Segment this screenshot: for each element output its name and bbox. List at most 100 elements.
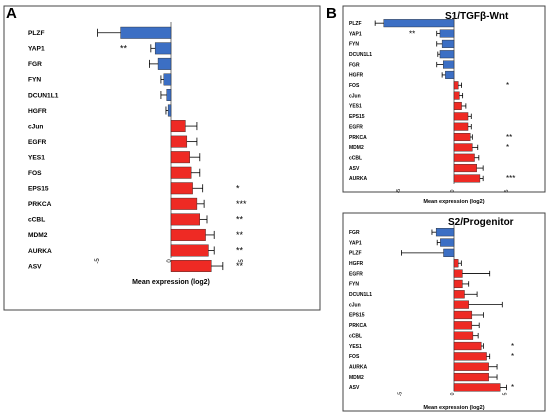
- chart2-bar: [453, 133, 471, 142]
- chart3-x-tick-label: 5: [503, 392, 509, 395]
- chart2-category-label: PLZF: [349, 21, 362, 27]
- chart3-category-label: YES1: [349, 344, 362, 350]
- chart2-category-label: YAP1: [349, 31, 362, 37]
- chart1-bar: [170, 151, 190, 164]
- chart2-x-tick-label: 0: [450, 189, 456, 192]
- chart1-bar: [120, 26, 172, 39]
- chart2-x-tick-label: 5: [504, 189, 510, 192]
- chart1-category-label: EPS15: [28, 186, 49, 193]
- chart2-bar: [453, 91, 460, 100]
- chart1-category-label: PRKCA: [28, 201, 52, 208]
- chart2-significance: ***: [506, 174, 515, 183]
- chart3-x-tick-label: -5: [398, 392, 404, 397]
- chart2-category-label: FGR: [349, 62, 360, 68]
- chart3-bar: [453, 290, 465, 299]
- chart2-category-label: ASV: [349, 166, 360, 172]
- chart3-category-label: YAP1: [349, 240, 362, 246]
- chart1-bar: [170, 260, 212, 272]
- chart1-category-label: PLZF: [28, 30, 44, 37]
- chart3-bar: [453, 383, 501, 392]
- chart3-significance: *: [511, 352, 514, 361]
- chart1-bar: [170, 135, 188, 148]
- chart2-bar: [453, 101, 462, 110]
- chart3-frame: [342, 212, 546, 412]
- chart2-bar: [453, 164, 477, 173]
- chart2-significance: *: [506, 143, 509, 152]
- chart1-bar: [167, 104, 172, 117]
- chart1-bar: [163, 73, 172, 86]
- chart1-significance: **: [236, 246, 244, 256]
- chart1-category-label: cCBL: [28, 217, 45, 224]
- chart2-category-label: DCUN1L1: [349, 52, 372, 58]
- chart2-category-label: FYN: [349, 42, 359, 48]
- chart1-category-label: EGFR: [28, 139, 47, 146]
- chart3-bar: [453, 341, 482, 351]
- chart1-category-label: FGR: [28, 61, 42, 68]
- chart3-bar: [453, 259, 459, 268]
- chart2-category-label: AURKA: [349, 176, 367, 182]
- chart1-x-tick-label: 5: [239, 259, 245, 263]
- chart2-bar: [443, 60, 455, 69]
- chart1-significance: **: [236, 261, 244, 271]
- chart3-category-label: HGFR: [349, 261, 364, 267]
- chart3-category-label: cCBL: [349, 333, 362, 339]
- chart1-category-label: HGFR: [28, 108, 47, 115]
- chart2-significance: **: [506, 133, 512, 142]
- chart2-bar: [453, 112, 469, 121]
- chart2-bar: [453, 153, 475, 162]
- chart1-category-label: YAP1: [28, 46, 45, 53]
- chart2-bar: [445, 70, 455, 79]
- chart1-x-axis-label: Mean expression (log2): [132, 279, 210, 286]
- chart1-bar: [170, 244, 209, 257]
- chart2-x-axis-label: Mean expression (log2): [423, 199, 484, 205]
- chart3-bar: [453, 362, 489, 371]
- chart3-bar: [443, 248, 455, 257]
- chart3-bar: [440, 238, 455, 247]
- chart2-category-label: cJun: [349, 93, 361, 99]
- chart3-bar: [453, 279, 463, 289]
- chart2-category-label: MDM2: [349, 145, 364, 151]
- chart3-category-label: cJun: [349, 302, 361, 308]
- chart2-bar: [453, 174, 481, 183]
- chart1-category-label: MDM2: [28, 232, 48, 239]
- chart2-category-label: YES1: [349, 104, 362, 110]
- chart1-bar: [170, 228, 206, 241]
- chart3-bar: [453, 331, 474, 340]
- chart1-category-label: FOS: [28, 170, 42, 177]
- chart2-bar: [441, 39, 455, 48]
- panel-label-a: A: [6, 5, 17, 22]
- panel-label-b: B: [326, 5, 337, 22]
- chart1-bar: [170, 182, 193, 195]
- chart2-category-label: HGFR: [349, 73, 364, 79]
- chart2-significance: *: [506, 81, 509, 90]
- chart2-category-label: EPS15: [349, 114, 365, 120]
- chart3-category-label: EGFR: [349, 271, 363, 277]
- chart3-bar: [453, 321, 473, 330]
- chart1-bar: [154, 42, 172, 55]
- chart3-category-label: EPS15: [349, 313, 365, 319]
- chart3-category-label: PLZF: [349, 251, 362, 257]
- chart2-category-label: cCBL: [349, 155, 362, 161]
- chart1-category-label: DCUN1L1: [28, 92, 59, 99]
- chart1-bar: [170, 166, 192, 179]
- chart1-bar: [157, 57, 172, 70]
- chart1-x-tick-label: -5: [95, 258, 101, 264]
- chart2-bar: [453, 81, 459, 90]
- chart2-bar: [453, 122, 469, 131]
- chart1-category-label: YES1: [28, 154, 45, 161]
- chart3-category-label: PRKCA: [349, 323, 367, 329]
- chart2-bar: [439, 50, 455, 59]
- chart2-frame: [342, 5, 546, 193]
- chart2-category-label: FOS: [349, 83, 360, 89]
- chart2-bar: [439, 29, 455, 38]
- chart3-bar: [453, 310, 473, 320]
- chart1-significance: **: [236, 230, 244, 240]
- chart1-bar: [170, 197, 198, 210]
- chart1-category-label: ASV: [28, 263, 42, 270]
- chart1-bar: [170, 120, 186, 133]
- chart2-bar: [383, 19, 455, 28]
- chart1-frame: [3, 5, 321, 311]
- chart1-category-label: AURKA: [28, 248, 52, 255]
- chart2-title: S1/TGFβ-Wnt: [445, 11, 509, 22]
